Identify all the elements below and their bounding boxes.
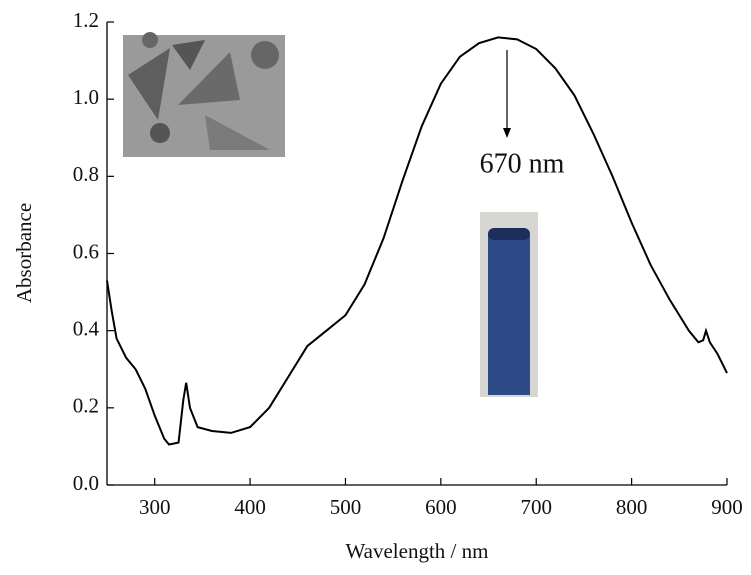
arrow-head (503, 128, 511, 138)
y-tick-label: 1.2 (73, 8, 99, 32)
cuvette-inset (480, 212, 538, 397)
x-tick-label: 800 (616, 495, 648, 519)
x-axis-label: Wavelength / nm (346, 539, 489, 563)
x-tick-label: 900 (711, 495, 743, 519)
tem-inset (123, 32, 285, 157)
y-tick-label: 0.0 (73, 471, 99, 495)
y-tick-label: 0.4 (73, 316, 100, 340)
x-tick-label: 400 (234, 495, 266, 519)
y-tick-label: 0.2 (73, 394, 99, 418)
x-tick-label: 300 (139, 495, 171, 519)
chart: 670 nm Wavelength / nm Absorbance 300 400… (0, 0, 751, 575)
x-tick-label: 600 (425, 495, 457, 519)
x-tick-label: 700 (520, 495, 552, 519)
y-tick-label: 0.8 (73, 162, 99, 186)
y-axis-label: Absorbance (12, 203, 36, 303)
y-tick-label: 1.0 (73, 85, 99, 109)
annotation: 670 nm (480, 148, 565, 179)
y-tick-label: 0.6 (73, 239, 99, 263)
x-tick-label: 500 (330, 495, 362, 519)
